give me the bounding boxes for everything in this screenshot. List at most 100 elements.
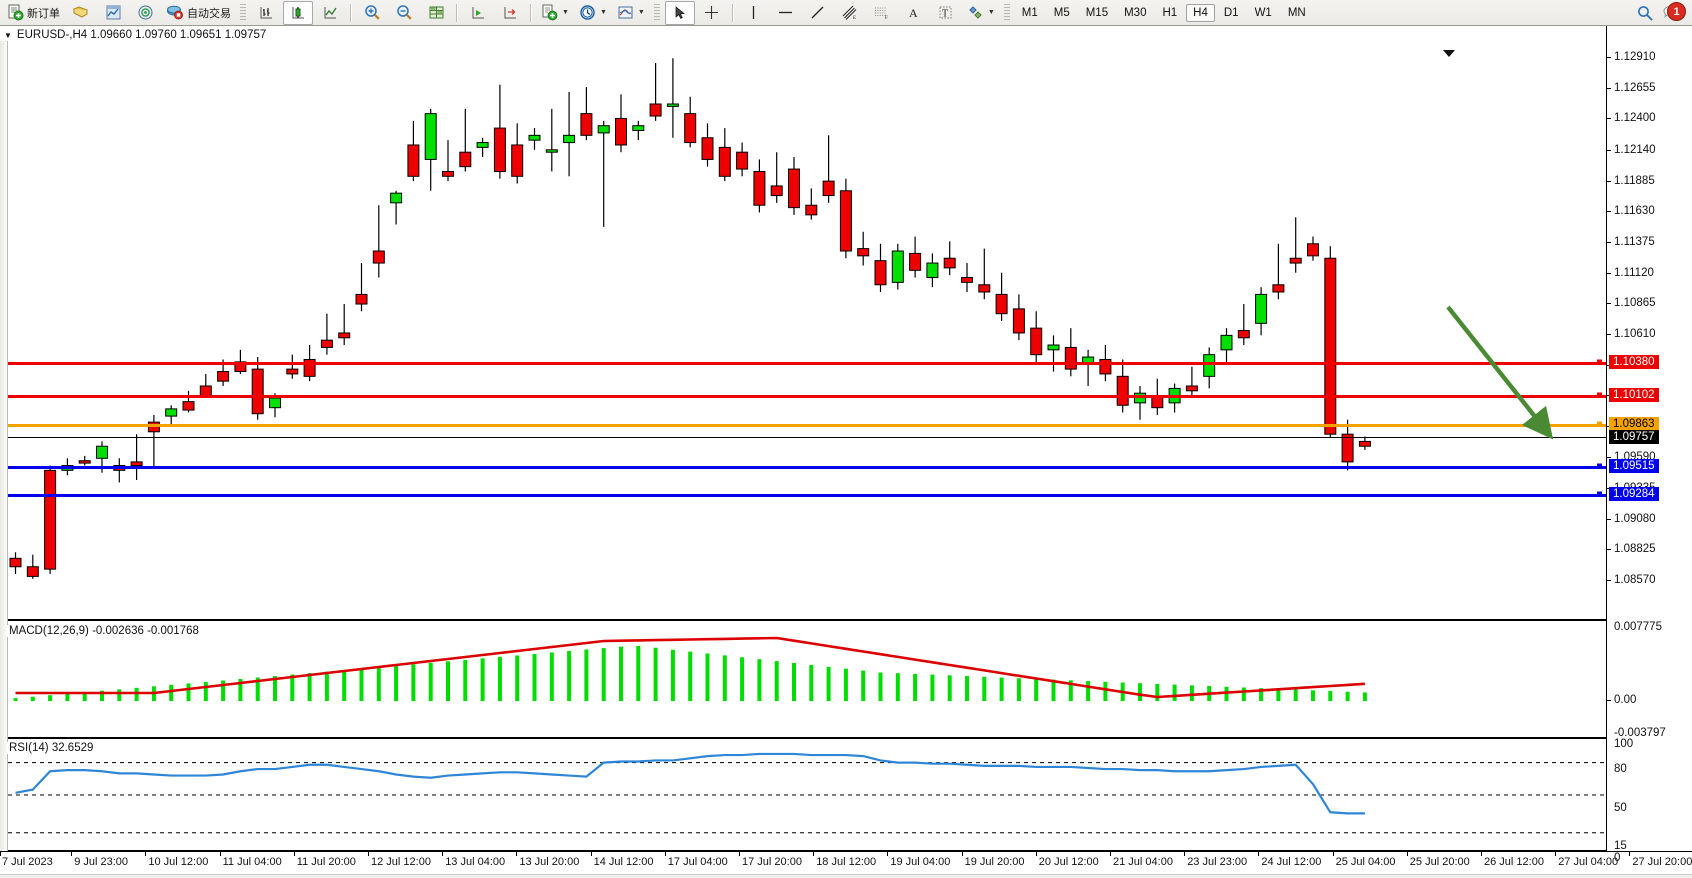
time-axis-tick xyxy=(739,852,740,856)
profiles-button[interactable] xyxy=(66,1,96,25)
price-level-line-support-upper[interactable] xyxy=(0,466,1606,470)
price-tag-support-lower[interactable]: 1.09284 xyxy=(1609,486,1659,501)
time-axis-label: 13 Jul 20:00 xyxy=(519,856,580,868)
time-axis-label: 24 Jul 12:00 xyxy=(1261,856,1322,868)
shapes-dropdown-caret[interactable]: ▼ xyxy=(987,9,995,16)
time-axis-label: 7 Jul 2023 xyxy=(2,856,53,868)
period-dropdown-caret[interactable]: ▼ xyxy=(599,9,607,16)
timeframe-m1[interactable]: M1 xyxy=(1021,6,1038,19)
toolbar-grip-2[interactable] xyxy=(653,3,660,22)
fibonacci-button[interactable]: F xyxy=(867,1,897,25)
template-dropdown-caret[interactable]: ▼ xyxy=(562,9,569,16)
timeframe-m30[interactable]: M30 xyxy=(1124,6,1147,19)
price-level-line-pivot-line[interactable] xyxy=(0,424,1606,428)
macd-pane[interactable] xyxy=(0,620,1606,738)
price-level-line-resistance-lower[interactable] xyxy=(0,395,1606,399)
rsi-axis-label: 0 xyxy=(1614,852,1621,864)
horizontal-line-button[interactable] xyxy=(771,1,801,25)
time-axis-label: 12 Jul 12:00 xyxy=(371,856,431,868)
autotrading-button[interactable]: 自动交易 xyxy=(162,1,235,25)
timeframe-m15[interactable]: M15 xyxy=(1085,6,1109,19)
price-axis-label: 1.11375 xyxy=(1614,235,1655,248)
chart-shift-button[interactable] xyxy=(463,1,493,25)
price-lines-layer xyxy=(0,26,1606,620)
price-axis-label: 1.09080 xyxy=(1614,512,1656,525)
timeframe-h4[interactable]: H4 xyxy=(1186,3,1215,22)
price-tag-pivot-line[interactable]: 1.09863 xyxy=(1609,417,1659,432)
cursor-button[interactable] xyxy=(664,0,695,25)
bar-chart-icon xyxy=(260,7,272,19)
price-tag-current-price[interactable]: 1.09757 xyxy=(1609,429,1659,444)
toolbar-grip-1[interactable] xyxy=(240,3,246,22)
price-tag-resistance-upper[interactable]: 1.10380 xyxy=(1609,354,1659,369)
down-trend-arrow[interactable] xyxy=(1440,301,1570,446)
zoom-in-button[interactable] xyxy=(357,1,387,25)
text-label-button[interactable]: T xyxy=(931,1,961,25)
toolbar-grip-3[interactable] xyxy=(1003,3,1010,22)
zoom-out-button[interactable] xyxy=(389,1,419,25)
price-tag-support-upper[interactable]: 1.09515 xyxy=(1609,459,1659,474)
price-level-line-resistance-upper[interactable] xyxy=(0,361,1606,365)
toolbar-separator-4 xyxy=(731,3,734,22)
time-axis-label: 11 Jul 04:00 xyxy=(222,856,282,868)
price-tag-resistance-lower[interactable]: 1.10102 xyxy=(1609,388,1659,403)
time-axis-tick xyxy=(145,852,147,856)
chart-scroll-marker[interactable] xyxy=(1443,50,1455,57)
rsi-axis-label: 15 xyxy=(1614,840,1627,852)
time-axis-tick xyxy=(1035,852,1037,856)
timeframe-h1[interactable]: H1 xyxy=(1162,6,1178,19)
template-button[interactable]: ▼ xyxy=(537,1,573,25)
text-button[interactable]: A xyxy=(899,1,929,25)
timeframe-d1[interactable]: D1 xyxy=(1223,6,1239,19)
market-watch-button[interactable] xyxy=(98,1,128,25)
new-order-label: 新订单 xyxy=(27,7,60,20)
bar-chart-button[interactable] xyxy=(251,1,281,25)
rsi-axis-label: 80 xyxy=(1614,763,1627,775)
left-scale-gutter xyxy=(0,26,8,851)
search-icon[interactable] xyxy=(1636,4,1654,22)
indicators-button[interactable]: ▼ xyxy=(613,1,649,25)
svg-text:F: F xyxy=(885,16,888,21)
rsi-axis-label: 50 xyxy=(1614,802,1627,814)
trendline-button[interactable] xyxy=(803,1,833,25)
vertical-line-button[interactable] xyxy=(739,1,769,25)
shapes-icon xyxy=(969,6,982,19)
navigator-button[interactable] xyxy=(130,1,160,25)
equidistant-channel-button[interactable]: E xyxy=(835,1,865,25)
price-axis-label: 1.11120 xyxy=(1614,266,1654,279)
chart-menu-caret[interactable]: ▼ xyxy=(4,30,12,40)
macd-label: MACD(12,26,9) -0.002636 -0.001768 xyxy=(7,625,201,637)
price-axis-tick xyxy=(1607,241,1611,243)
period-separator-button[interactable]: ▼ xyxy=(575,1,611,25)
data-window-button[interactable] xyxy=(421,1,451,25)
indicators-dropdown-caret[interactable]: ▼ xyxy=(637,9,645,16)
price-axis-tick xyxy=(1607,87,1611,89)
timeframe-mn[interactable]: MN xyxy=(1287,6,1306,19)
svg-text:T: T xyxy=(942,9,948,20)
candlestick-chart-button[interactable] xyxy=(283,0,313,25)
time-axis-label: 10 Jul 12:00 xyxy=(148,856,209,868)
timeframe-w1[interactable]: W1 xyxy=(1254,6,1272,19)
price-pane[interactable] xyxy=(0,26,1606,620)
time-axis-label: 21 Jul 04:00 xyxy=(1113,856,1173,868)
time-axis-label: 26 Jul 12:00 xyxy=(1484,856,1544,868)
time-axis-tick xyxy=(1110,852,1111,856)
new-order-button[interactable]: 新订单 xyxy=(3,1,64,25)
time-axis-label: 14 Jul 12:00 xyxy=(593,856,654,868)
shapes-button[interactable]: ▼ xyxy=(963,1,999,25)
price-axis-label: 1.12910 xyxy=(1614,51,1656,63)
chart-autoscroll-button[interactable] xyxy=(495,1,525,25)
timeframe-m5[interactable]: M5 xyxy=(1053,6,1070,19)
svg-text:A: A xyxy=(909,6,918,20)
cursor-icon xyxy=(675,6,686,19)
equidistant-channel-icon: E xyxy=(842,5,857,21)
macd-axis-label: 0.00 xyxy=(1614,694,1637,706)
line-chart-button[interactable] xyxy=(315,1,345,25)
time-axis-tick xyxy=(887,852,889,856)
alerts-button[interactable]: 1 xyxy=(1662,2,1686,23)
price-axis[interactable]: 1.12910 1.12655 1.12400 1.12140 1.11885 1.116… xyxy=(1606,26,1692,864)
price-level-line-support-lower[interactable] xyxy=(0,493,1606,497)
price-axis-tick xyxy=(1607,272,1611,274)
crosshair-button[interactable] xyxy=(697,1,727,25)
rsi-pane[interactable] xyxy=(0,738,1606,851)
